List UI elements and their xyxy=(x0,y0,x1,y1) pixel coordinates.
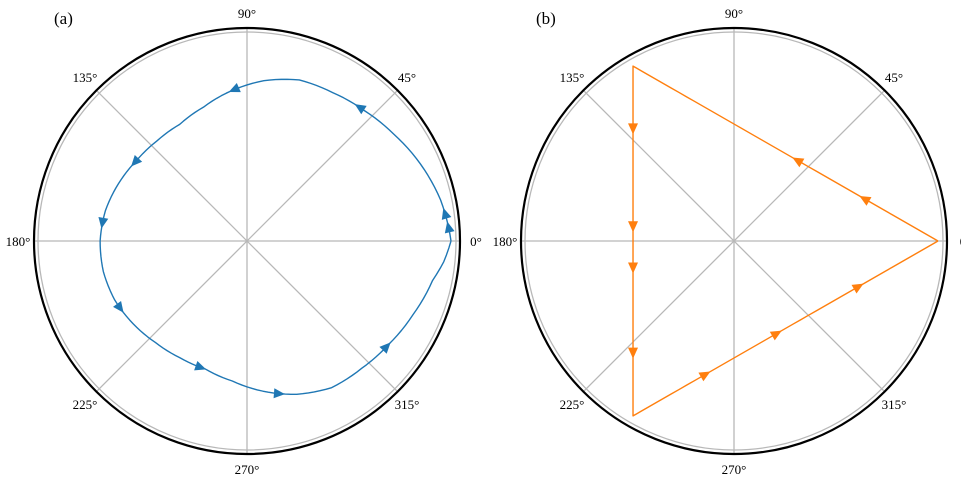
panel-label-a: (a) xyxy=(54,9,73,28)
angle-tick-label: 180° xyxy=(6,234,31,249)
angle-tick-label: 225° xyxy=(560,397,585,412)
direction-arrow xyxy=(273,388,285,399)
polar-panel-a: (a) 0° 45° 90° 135° 180° 225° 270° 315° xyxy=(6,6,482,477)
angle-tick-label: 0° xyxy=(470,234,482,249)
direction-arrow xyxy=(441,207,452,220)
outer-rim-circle xyxy=(519,26,949,456)
direction-arrow xyxy=(769,330,782,341)
direction-arrow xyxy=(628,347,639,359)
grid-spoke xyxy=(583,90,885,392)
panel-label-b: (b) xyxy=(536,9,556,28)
angle-tick-label: 270° xyxy=(722,462,747,477)
direction-arrow xyxy=(98,216,109,229)
series-curve xyxy=(632,65,939,417)
angle-tick-label: 0 xyxy=(960,234,961,249)
inner-rim-circle xyxy=(524,31,944,451)
outer-rim-circle xyxy=(32,26,462,456)
angle-tick-label: 90° xyxy=(725,6,743,21)
direction-arrow xyxy=(131,154,143,167)
angle-tick-label: 180° xyxy=(493,234,518,249)
angle-tick-label: 135° xyxy=(73,70,98,85)
angle-tick-label: 270° xyxy=(235,462,260,477)
direction-arrow xyxy=(379,342,391,354)
direction-arrow xyxy=(698,371,711,382)
direction-arrow xyxy=(851,283,864,294)
angle-tick-label: 90° xyxy=(238,6,256,21)
direction-arrow xyxy=(628,221,639,233)
inner-rim-circle xyxy=(37,31,457,451)
series-curve xyxy=(99,78,452,395)
direction-arrow xyxy=(628,123,639,135)
direction-arrow xyxy=(194,360,207,371)
angle-tick-label: 315° xyxy=(395,397,420,412)
grid-spoke xyxy=(96,90,398,392)
direction-arrow xyxy=(859,195,872,206)
polar-panel-b: (b) 0 45° 90° 135° 180° 225° 270° 315° xyxy=(493,6,961,477)
angle-tick-label: 225° xyxy=(73,397,98,412)
angle-tick-label: 45° xyxy=(398,70,416,85)
angle-tick-label: 315° xyxy=(882,397,907,412)
angle-tick-label: 135° xyxy=(560,70,585,85)
angle-tick-label: 45° xyxy=(885,70,903,85)
direction-arrow xyxy=(354,104,367,115)
direction-arrow xyxy=(792,157,805,168)
direction-arrow xyxy=(228,82,241,93)
direction-arrow xyxy=(628,262,639,274)
direction-arrow xyxy=(444,221,455,234)
direction-arrow xyxy=(113,300,124,313)
